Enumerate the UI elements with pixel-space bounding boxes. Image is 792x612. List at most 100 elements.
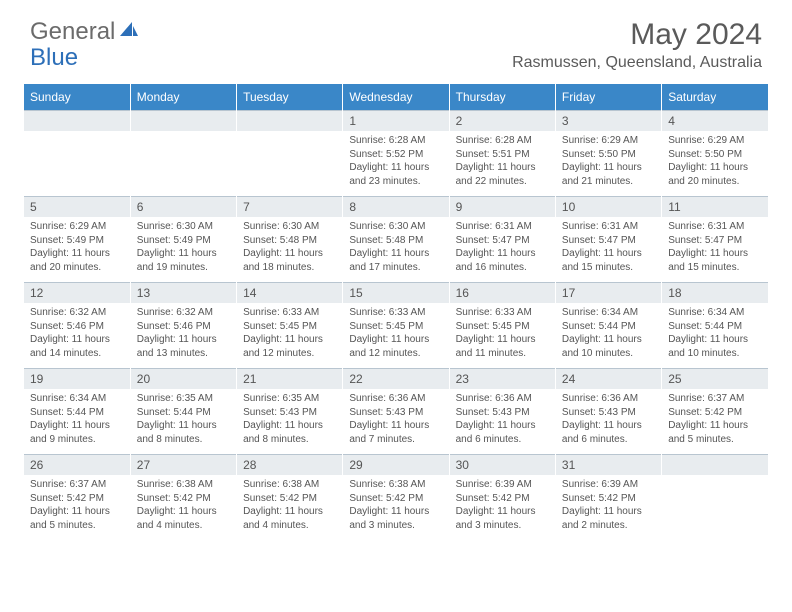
sunrise-line: Sunrise: 6:36 AM [562, 393, 638, 404]
day-detail-cell: Sunrise: 6:31 AMSunset: 5:47 PMDaylight:… [662, 217, 768, 283]
sunset-line: Sunset: 5:45 PM [456, 321, 530, 332]
location-subtitle: Rasmussen, Queensland, Australia [512, 54, 762, 72]
day-number-row: 567891011 [24, 197, 768, 218]
sunrise-line: Sunrise: 6:29 AM [30, 221, 106, 232]
sunset-line: Sunset: 5:44 PM [137, 407, 211, 418]
sunrise-line: Sunrise: 6:37 AM [668, 393, 744, 404]
daylight-line: Daylight: 11 hours and 11 minutes. [456, 334, 536, 359]
day-number-cell: 3 [555, 111, 661, 132]
daylight-line: Daylight: 11 hours and 20 minutes. [30, 248, 110, 273]
sunrise-line: Sunrise: 6:31 AM [456, 221, 532, 232]
sunrise-line: Sunrise: 6:32 AM [137, 307, 213, 318]
sunset-line: Sunset: 5:44 PM [30, 407, 104, 418]
sunrise-line: Sunrise: 6:32 AM [30, 307, 106, 318]
day-detail-row: Sunrise: 6:34 AM Sunset: 5:44 PM Daylight:… [24, 389, 768, 455]
daylight-line: Daylight: 11 hours and 9 minutes. [30, 420, 110, 445]
sunrise-line: Sunrise: 6:36 AM [456, 393, 532, 404]
daylight-line: Daylight: 11 hours and 12 minutes. [243, 334, 323, 359]
weekday-header: Friday [555, 84, 661, 111]
day-number-cell: 22 [343, 369, 449, 390]
day-number-cell: 10 [555, 197, 661, 218]
daylight-line: Daylight: 11 hours and 8 minutes. [243, 420, 323, 445]
day-detail-cell: Sunrise: 6:33 AM Sunset: 5:45 PM Daylight:… [449, 303, 555, 369]
day-number-cell: 4 [662, 111, 768, 132]
day-number-row: 19202122232425 [24, 369, 768, 390]
daylight-line: Daylight: 11 hours and 16 minutes. [456, 248, 536, 273]
day-number-cell: 15 [343, 283, 449, 304]
sunset-line: Sunset: 5:46 PM [137, 321, 211, 332]
sunset-line: Sunset: 5:42 PM [243, 493, 317, 504]
sunset-line: Sunset: 5:42 PM [668, 407, 742, 418]
day-detail-cell: Sunrise: 6:39 AMSunset: 5:42 PMDaylight:… [449, 475, 555, 540]
day-number-cell: 20 [130, 369, 236, 390]
daylight-line: Daylight: 11 hours and 2 minutes. [562, 506, 642, 531]
sunset-line: Sunset: 5:42 PM [349, 493, 423, 504]
day-number-cell: 7 [237, 197, 343, 218]
sunset-line: Sunset: 5:50 PM [562, 149, 636, 160]
day-number-cell: 18 [662, 283, 768, 304]
sunset-line: Sunset: 5:48 PM [349, 235, 423, 246]
daylight-line: Daylight: 11 hours and 12 minutes. [349, 334, 429, 359]
day-detail-cell: Sunrise: 6:38 AM Sunset: 5:42 PM Daylight:… [343, 475, 449, 540]
sunset-line: Sunset: 5:43 PM [456, 407, 530, 418]
day-detail-cell: Sunrise: 6:34 AMSunset: 5:44 PMDaylight:… [555, 303, 661, 369]
day-number-cell: 30 [449, 455, 555, 476]
sunset-line: Sunset: 5:47 PM [562, 235, 636, 246]
daylight-line: Daylight: 11 hours and 3 minutes. [349, 506, 429, 531]
sunrise-line: Sunrise: 6:39 AM [562, 479, 638, 490]
daylight-line: Daylight: 11 hours and 22 minutes. [456, 162, 536, 187]
daylight-line: Daylight: 11 hours and 6 minutes. [456, 420, 536, 445]
day-detail-cell: Sunrise: 6:32 AMSunset: 5:46 PMDaylight:… [130, 303, 236, 369]
sunrise-line: Sunrise: 6:34 AM [668, 307, 744, 318]
day-detail-cell: Sunrise: 6:36 AMSunset: 5:43 PMDaylight:… [555, 389, 661, 455]
day-number-cell [662, 455, 768, 476]
sunrise-line: Sunrise: 6:38 AM [243, 479, 319, 490]
daylight-line: Daylight: 11 hours and 15 minutes. [668, 248, 748, 273]
sunset-line: Sunset: 5:47 PM [668, 235, 742, 246]
sunrise-line: Sunrise: 6:33 AM [456, 307, 532, 318]
weekday-header: Tuesday [237, 84, 343, 111]
day-detail-cell: Sunrise: 6:30 AMSunset: 5:48 PMDaylight:… [237, 217, 343, 283]
day-number-cell: 16 [449, 283, 555, 304]
daylight-line: Daylight: 11 hours and 18 minutes. [243, 248, 323, 273]
sunset-line: Sunset: 5:45 PM [349, 321, 423, 332]
sunrise-line: Sunrise: 6:34 AM [562, 307, 638, 318]
day-number-cell: 13 [130, 283, 236, 304]
month-title: May 2024 [512, 18, 762, 52]
daylight-line: Daylight: 11 hours and 20 minutes. [668, 162, 748, 187]
daylight-line: Daylight: 11 hours and 23 minutes. [349, 162, 429, 187]
day-detail-cell [237, 131, 343, 197]
sunrise-line: Sunrise: 6:30 AM [243, 221, 319, 232]
sunrise-line: Sunrise: 6:34 AM [30, 393, 106, 404]
sunrise-line: Sunrise: 6:29 AM [562, 135, 638, 146]
day-number-cell: 2 [449, 111, 555, 132]
sunrise-line: Sunrise: 6:33 AM [243, 307, 319, 318]
sunrise-line: Sunrise: 6:35 AM [243, 393, 319, 404]
day-detail-cell: Sunrise: 6:31 AMSunset: 5:47 PMDaylight:… [555, 217, 661, 283]
day-number-cell: 5 [24, 197, 130, 218]
day-detail-cell: Sunrise: 6:36 AM Sunset: 5:43 PM Daylight:… [449, 389, 555, 455]
day-detail-cell [130, 131, 236, 197]
day-detail-cell: Sunrise: 6:30 AMSunset: 5:49 PMDaylight:… [130, 217, 236, 283]
logo-line2: Blue [30, 44, 78, 72]
sunset-line: Sunset: 5:43 PM [243, 407, 317, 418]
sunrise-line: Sunrise: 6:36 AM [349, 393, 425, 404]
day-number-cell: 17 [555, 283, 661, 304]
sunset-line: Sunset: 5:52 PM [349, 149, 423, 160]
weekday-header: Wednesday [343, 84, 449, 111]
day-number-cell: 6 [130, 197, 236, 218]
sunset-line: Sunset: 5:42 PM [137, 493, 211, 504]
logo: General [30, 18, 140, 46]
day-number-cell: 8 [343, 197, 449, 218]
day-detail-cell: Sunrise: 6:28 AMSunset: 5:52 PMDaylight:… [343, 131, 449, 197]
day-detail-cell: Sunrise: 6:32 AMSunset: 5:46 PMDaylight:… [24, 303, 130, 369]
daylight-line: Daylight: 11 hours and 14 minutes. [30, 334, 110, 359]
day-detail-cell: Sunrise: 6:33 AM Sunset: 5:45 PM Daylight:… [343, 303, 449, 369]
day-number-cell: 14 [237, 283, 343, 304]
day-number-cell: 29 [343, 455, 449, 476]
daylight-line: Daylight: 11 hours and 10 minutes. [562, 334, 642, 359]
sunrise-line: Sunrise: 6:33 AM [349, 307, 425, 318]
daylight-line: Daylight: 11 hours and 8 minutes. [137, 420, 217, 445]
sunrise-line: Sunrise: 6:38 AM [349, 479, 425, 490]
daylight-line: Daylight: 11 hours and 6 minutes. [562, 420, 642, 445]
